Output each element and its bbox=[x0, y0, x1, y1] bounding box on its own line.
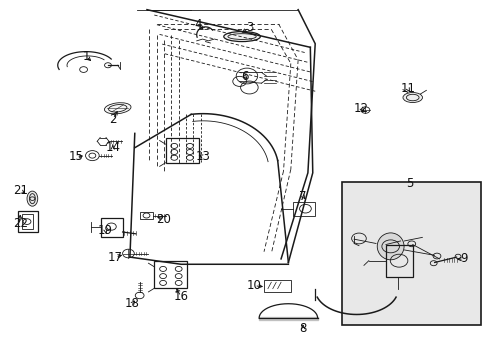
Text: 10: 10 bbox=[246, 279, 261, 292]
Bar bbox=[140, 212, 153, 220]
Ellipse shape bbox=[376, 233, 403, 260]
Text: 8: 8 bbox=[299, 322, 306, 335]
Bar bbox=[154, 261, 187, 288]
Text: 19: 19 bbox=[98, 224, 113, 237]
Text: 22: 22 bbox=[13, 216, 28, 230]
Bar bbox=[101, 218, 122, 237]
Bar bbox=[165, 138, 198, 163]
Ellipse shape bbox=[27, 191, 38, 206]
Ellipse shape bbox=[104, 103, 131, 114]
Text: 20: 20 bbox=[156, 213, 171, 226]
Text: 12: 12 bbox=[353, 102, 368, 115]
Bar bbox=[264, 280, 290, 292]
Text: 2: 2 bbox=[109, 113, 116, 126]
Text: 13: 13 bbox=[195, 150, 210, 163]
Text: 1: 1 bbox=[82, 50, 90, 63]
Text: 11: 11 bbox=[400, 82, 414, 95]
Bar bbox=[18, 211, 38, 232]
Text: 15: 15 bbox=[69, 150, 83, 163]
Ellipse shape bbox=[224, 32, 260, 41]
Text: 16: 16 bbox=[173, 290, 188, 303]
Text: 4: 4 bbox=[194, 18, 202, 31]
Text: 18: 18 bbox=[124, 297, 140, 310]
Bar bbox=[341, 182, 480, 325]
Text: 6: 6 bbox=[240, 69, 248, 82]
Text: 9: 9 bbox=[459, 252, 467, 265]
Bar bbox=[293, 202, 315, 216]
Bar bbox=[22, 214, 33, 229]
Ellipse shape bbox=[402, 93, 422, 103]
Text: 3: 3 bbox=[245, 21, 253, 34]
Text: 7: 7 bbox=[299, 190, 306, 203]
Text: 5: 5 bbox=[406, 177, 413, 190]
Text: 14: 14 bbox=[105, 141, 120, 154]
Text: 21: 21 bbox=[13, 184, 28, 197]
Bar bbox=[385, 244, 412, 277]
Text: 17: 17 bbox=[107, 251, 122, 264]
